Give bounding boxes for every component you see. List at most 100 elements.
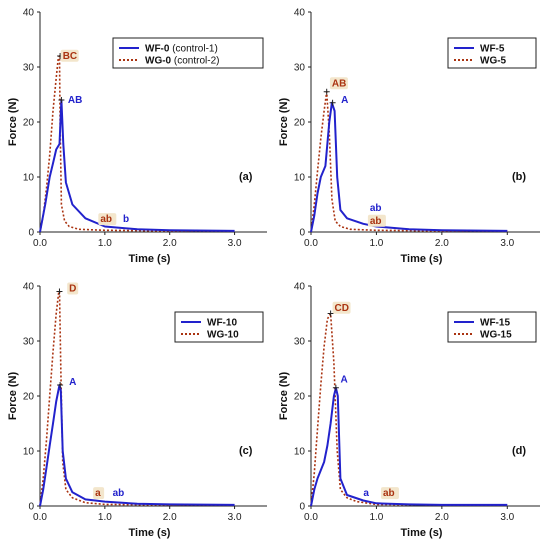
y-tick-label: 20 <box>294 118 306 129</box>
significance-annotation: ab <box>383 488 395 499</box>
x-tick-label: 0.0 <box>304 238 318 249</box>
annotation-background <box>93 487 105 500</box>
legend-entry-label: WG-10 <box>207 330 239 341</box>
significance-annotation: A <box>340 374 347 385</box>
significance-annotation: AB <box>68 95 82 106</box>
x-tick-label: 0.0 <box>304 512 318 523</box>
y-tick-label: 30 <box>294 63 306 74</box>
legend-box <box>174 311 264 343</box>
x-tick-label: 2.0 <box>435 512 449 523</box>
peak-marker <box>323 88 330 95</box>
y-tick-label: 40 <box>294 8 306 19</box>
y-tick-label: 20 <box>23 118 35 129</box>
y-tick-label: 10 <box>23 447 35 458</box>
significance-annotation: AB <box>332 78 346 89</box>
significance-annotation: a <box>95 488 101 499</box>
x-tick-label: 0.0 <box>33 238 47 249</box>
legend-series-name: WG-15 <box>480 330 512 341</box>
series-line-wg-15 <box>310 312 508 507</box>
y-tick-label: 20 <box>294 392 306 403</box>
y-axis-label: Force (N) <box>278 98 290 147</box>
x-tick-label: 1.0 <box>369 512 383 523</box>
x-tick-label: 3.0 <box>228 512 242 523</box>
significance-annotation: ab <box>113 488 125 499</box>
legend-series-note: (control-2) <box>171 56 219 67</box>
x-axis-label: Time (s) <box>401 253 443 265</box>
significance-annotation: D <box>69 284 76 295</box>
y-tick-label: 30 <box>23 63 35 74</box>
legend-entry-label: WG-0 (control-2) <box>145 56 219 67</box>
y-tick-label: 40 <box>294 282 306 293</box>
legend: WF-0 (control-1)WG-0 (control-2) <box>112 37 264 69</box>
y-tick-label: 10 <box>294 447 306 458</box>
peak-marker <box>58 97 65 103</box>
legend-entry-label: WF-5 <box>480 44 505 55</box>
series-line-wg-10 <box>39 290 235 507</box>
legend-series-name: WF-5 <box>480 44 505 55</box>
y-tick-label: 0 <box>299 228 305 239</box>
y-tick-label: 30 <box>294 337 306 348</box>
peak-marker <box>56 288 63 295</box>
y-tick-label: 0 <box>28 228 34 239</box>
legend: WF-5WG-5 <box>447 37 537 69</box>
legend-box <box>112 37 264 69</box>
annotation-background <box>367 214 386 227</box>
x-axis-label: Time (s) <box>129 527 171 539</box>
annotation-background <box>67 282 79 295</box>
legend-series-name: WF-0 <box>145 44 170 55</box>
peak-marker <box>57 382 64 388</box>
legend-entry-label: WF-10 <box>207 318 237 329</box>
x-tick-label: 2.0 <box>435 238 449 249</box>
y-tick-label: 10 <box>23 173 35 184</box>
annotation-background <box>332 301 351 314</box>
series-line-wf-10 <box>39 384 235 507</box>
y-tick-label: 40 <box>23 282 35 293</box>
x-tick-label: 3.0 <box>500 238 514 249</box>
significance-annotation: A <box>341 95 348 106</box>
significance-annotation: BC <box>63 51 77 62</box>
y-tick-label: 20 <box>23 392 35 403</box>
series-line-wf-5 <box>310 101 508 233</box>
x-tick-label: 0.0 <box>33 512 47 523</box>
panel-label: (b) <box>512 171 526 183</box>
legend-series-name: WG-10 <box>207 330 239 341</box>
significance-annotation: b <box>123 214 129 225</box>
annotation-background <box>60 49 79 62</box>
x-tick-label: 1.0 <box>98 238 112 249</box>
y-tick-label: 10 <box>294 173 306 184</box>
annotation-background <box>380 487 399 500</box>
legend-entry-label: WG-15 <box>480 330 512 341</box>
x-tick-label: 3.0 <box>228 238 242 249</box>
legend-entry-label: WF-15 <box>480 318 510 329</box>
significance-annotation: ab <box>370 203 382 214</box>
peak-marker <box>332 384 339 391</box>
y-tick-label: 0 <box>299 502 305 513</box>
chart-panel-3: 0 10 20 30 40 0.0 1.0 2.0 3.0 Time (s) Force (N) CD… <box>278 282 540 539</box>
significance-annotation: ab <box>370 216 382 227</box>
y-tick-label: 0 <box>28 502 34 513</box>
y-tick-label: 40 <box>23 8 35 19</box>
panel-label: (a) <box>239 171 253 183</box>
panel-label: (c) <box>239 445 253 457</box>
significance-annotation: a <box>363 488 369 499</box>
panel-label: (d) <box>512 445 526 457</box>
chart-panel-0: 0 10 20 30 40 0.0 1.0 2.0 3.0 Time (s) Force (N) BC… <box>7 8 267 265</box>
x-tick-label: 2.0 <box>163 512 177 523</box>
legend-series-name: WG-5 <box>480 56 507 67</box>
annotation-background <box>329 77 348 90</box>
x-tick-label: 3.0 <box>500 512 514 523</box>
series-line-wf-0 <box>39 99 235 233</box>
legend-box <box>447 37 537 69</box>
significance-annotation: A <box>69 377 76 388</box>
legend-entry-label: WG-5 <box>480 56 507 67</box>
x-tick-label: 1.0 <box>98 512 112 523</box>
y-axis-label: Force (N) <box>278 372 290 421</box>
legend-series-name: WG-0 <box>145 56 172 67</box>
legend-series-name: WF-15 <box>480 318 510 329</box>
chart-panel-2: 0 10 20 30 40 0.0 1.0 2.0 3.0 Time (s) Force (N) D A… <box>7 282 267 539</box>
significance-annotation: CD <box>335 303 349 314</box>
legend-entry-label: WF-0 (control-1) <box>145 44 218 55</box>
